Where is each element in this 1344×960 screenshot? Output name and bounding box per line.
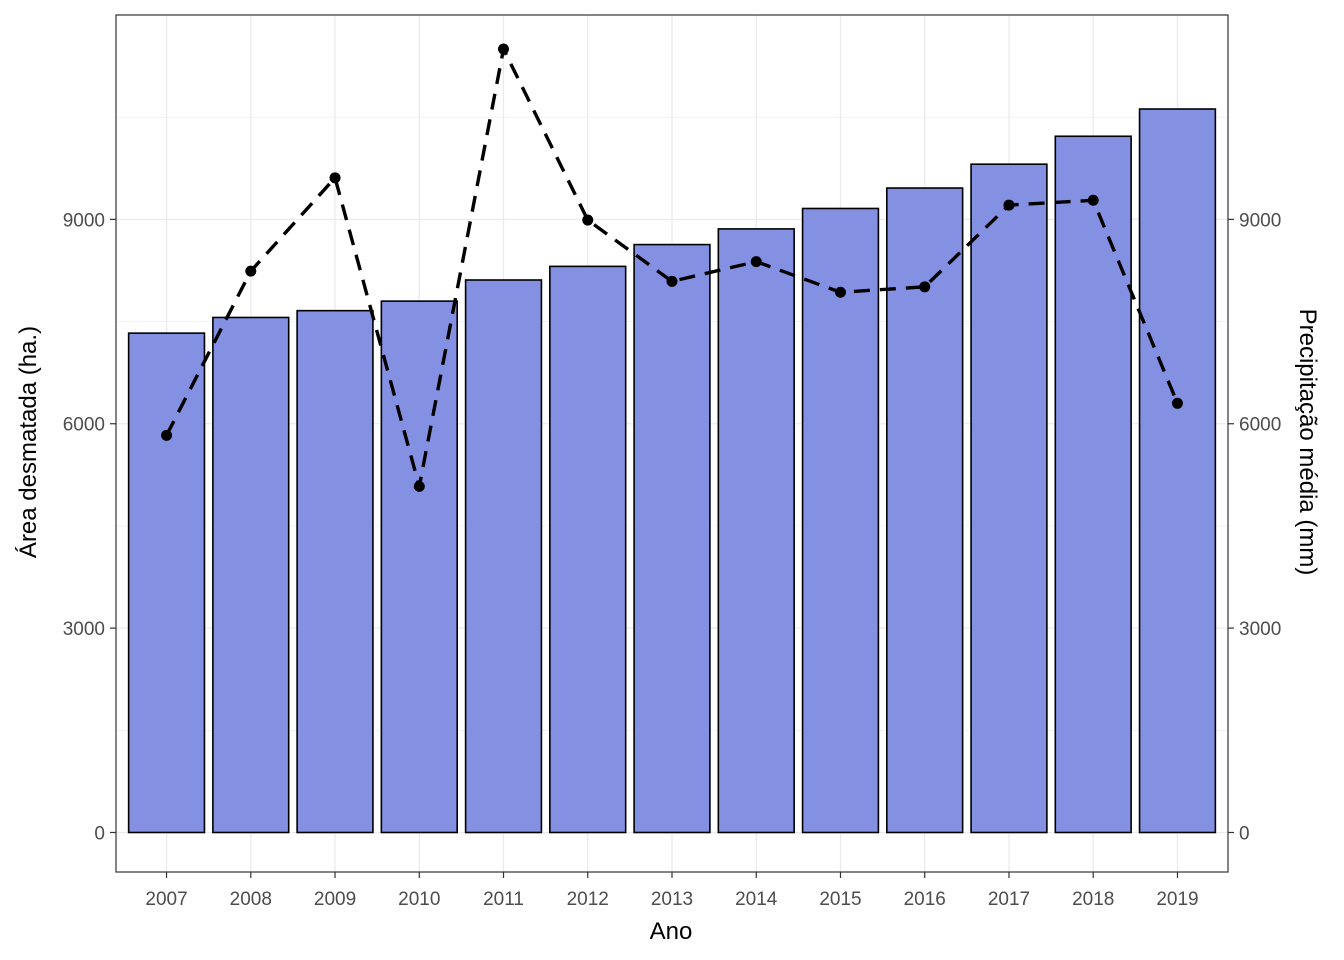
y-left-tick-label: 6000 <box>63 415 105 436</box>
bar-2011 <box>464 279 543 834</box>
precipitation-point-2013 <box>666 275 678 287</box>
precipitation-point-2017 <box>1003 199 1015 211</box>
bar-series <box>127 108 1217 834</box>
x-tick-label: 2010 <box>398 889 440 910</box>
y-axis-left-title: Área desmatada (ha.) <box>15 326 42 558</box>
precipitation-point-2014 <box>750 256 762 268</box>
y-right-tick-label: 3000 <box>1239 619 1281 640</box>
x-axis: 2007 2008 2009 2010 2011 2012 2013 2014 2015 2016… <box>145 872 1199 910</box>
y-axis-right: 0 3000 6000 9000 <box>1228 210 1281 844</box>
x-tick-label: 2008 <box>230 889 272 910</box>
y-left-tick-label: 3000 <box>63 619 105 640</box>
x-tick-label: 2015 <box>819 889 861 910</box>
y-left-tick-label: 9000 <box>63 210 105 231</box>
precipitation-point-2010 <box>413 480 425 492</box>
x-tick-label: 2016 <box>904 889 946 910</box>
bar-2009 <box>296 309 374 834</box>
bar-2015 <box>801 207 880 834</box>
x-tick-label: 2007 <box>145 889 187 910</box>
x-tick-label: 2018 <box>1072 889 1114 910</box>
y-right-tick-label: 9000 <box>1239 210 1281 231</box>
bar-2010 <box>380 300 458 834</box>
bar-2016 <box>886 187 964 834</box>
x-axis-title: Ano <box>650 918 693 945</box>
precipitation-point-2015 <box>834 286 846 298</box>
precipitation-point-2016 <box>919 281 931 293</box>
y-right-tick-label: 6000 <box>1239 415 1281 436</box>
bar-2017 <box>970 163 1048 834</box>
x-tick-label: 2019 <box>1156 889 1198 910</box>
y-right-tick-label: 0 <box>1239 823 1250 844</box>
x-tick-label: 2011 <box>483 889 524 910</box>
precipitation-point-2018 <box>1087 194 1099 206</box>
precipitation-point-2012 <box>582 214 594 226</box>
precipitation-point-2019 <box>1171 397 1183 409</box>
y-left-tick-label: 0 <box>94 823 105 844</box>
x-tick-label: 2012 <box>567 889 609 910</box>
bar-2008 <box>212 316 290 834</box>
x-tick-label: 2014 <box>735 889 778 910</box>
bar-2007 <box>127 332 206 834</box>
bar-2018 <box>1054 135 1132 834</box>
precipitation-point-2008 <box>245 265 257 277</box>
x-tick-label: 2009 <box>314 889 356 910</box>
precipitation-point-2011 <box>498 43 510 55</box>
x-tick-label: 2013 <box>651 889 693 910</box>
precipitation-point-2009 <box>329 172 341 184</box>
bar-2013 <box>633 243 711 834</box>
y-axis-right-title: Precipitação média (mm) <box>1294 309 1321 576</box>
precipitation-point-2007 <box>161 429 173 441</box>
bar-2014 <box>717 228 795 834</box>
bar-2012 <box>549 265 627 834</box>
y-axis-left: 0 3000 6000 9000 <box>63 210 116 844</box>
line-series <box>161 43 1183 492</box>
x-tick-label: 2017 <box>988 889 1030 910</box>
bar-2019 <box>1138 108 1217 834</box>
